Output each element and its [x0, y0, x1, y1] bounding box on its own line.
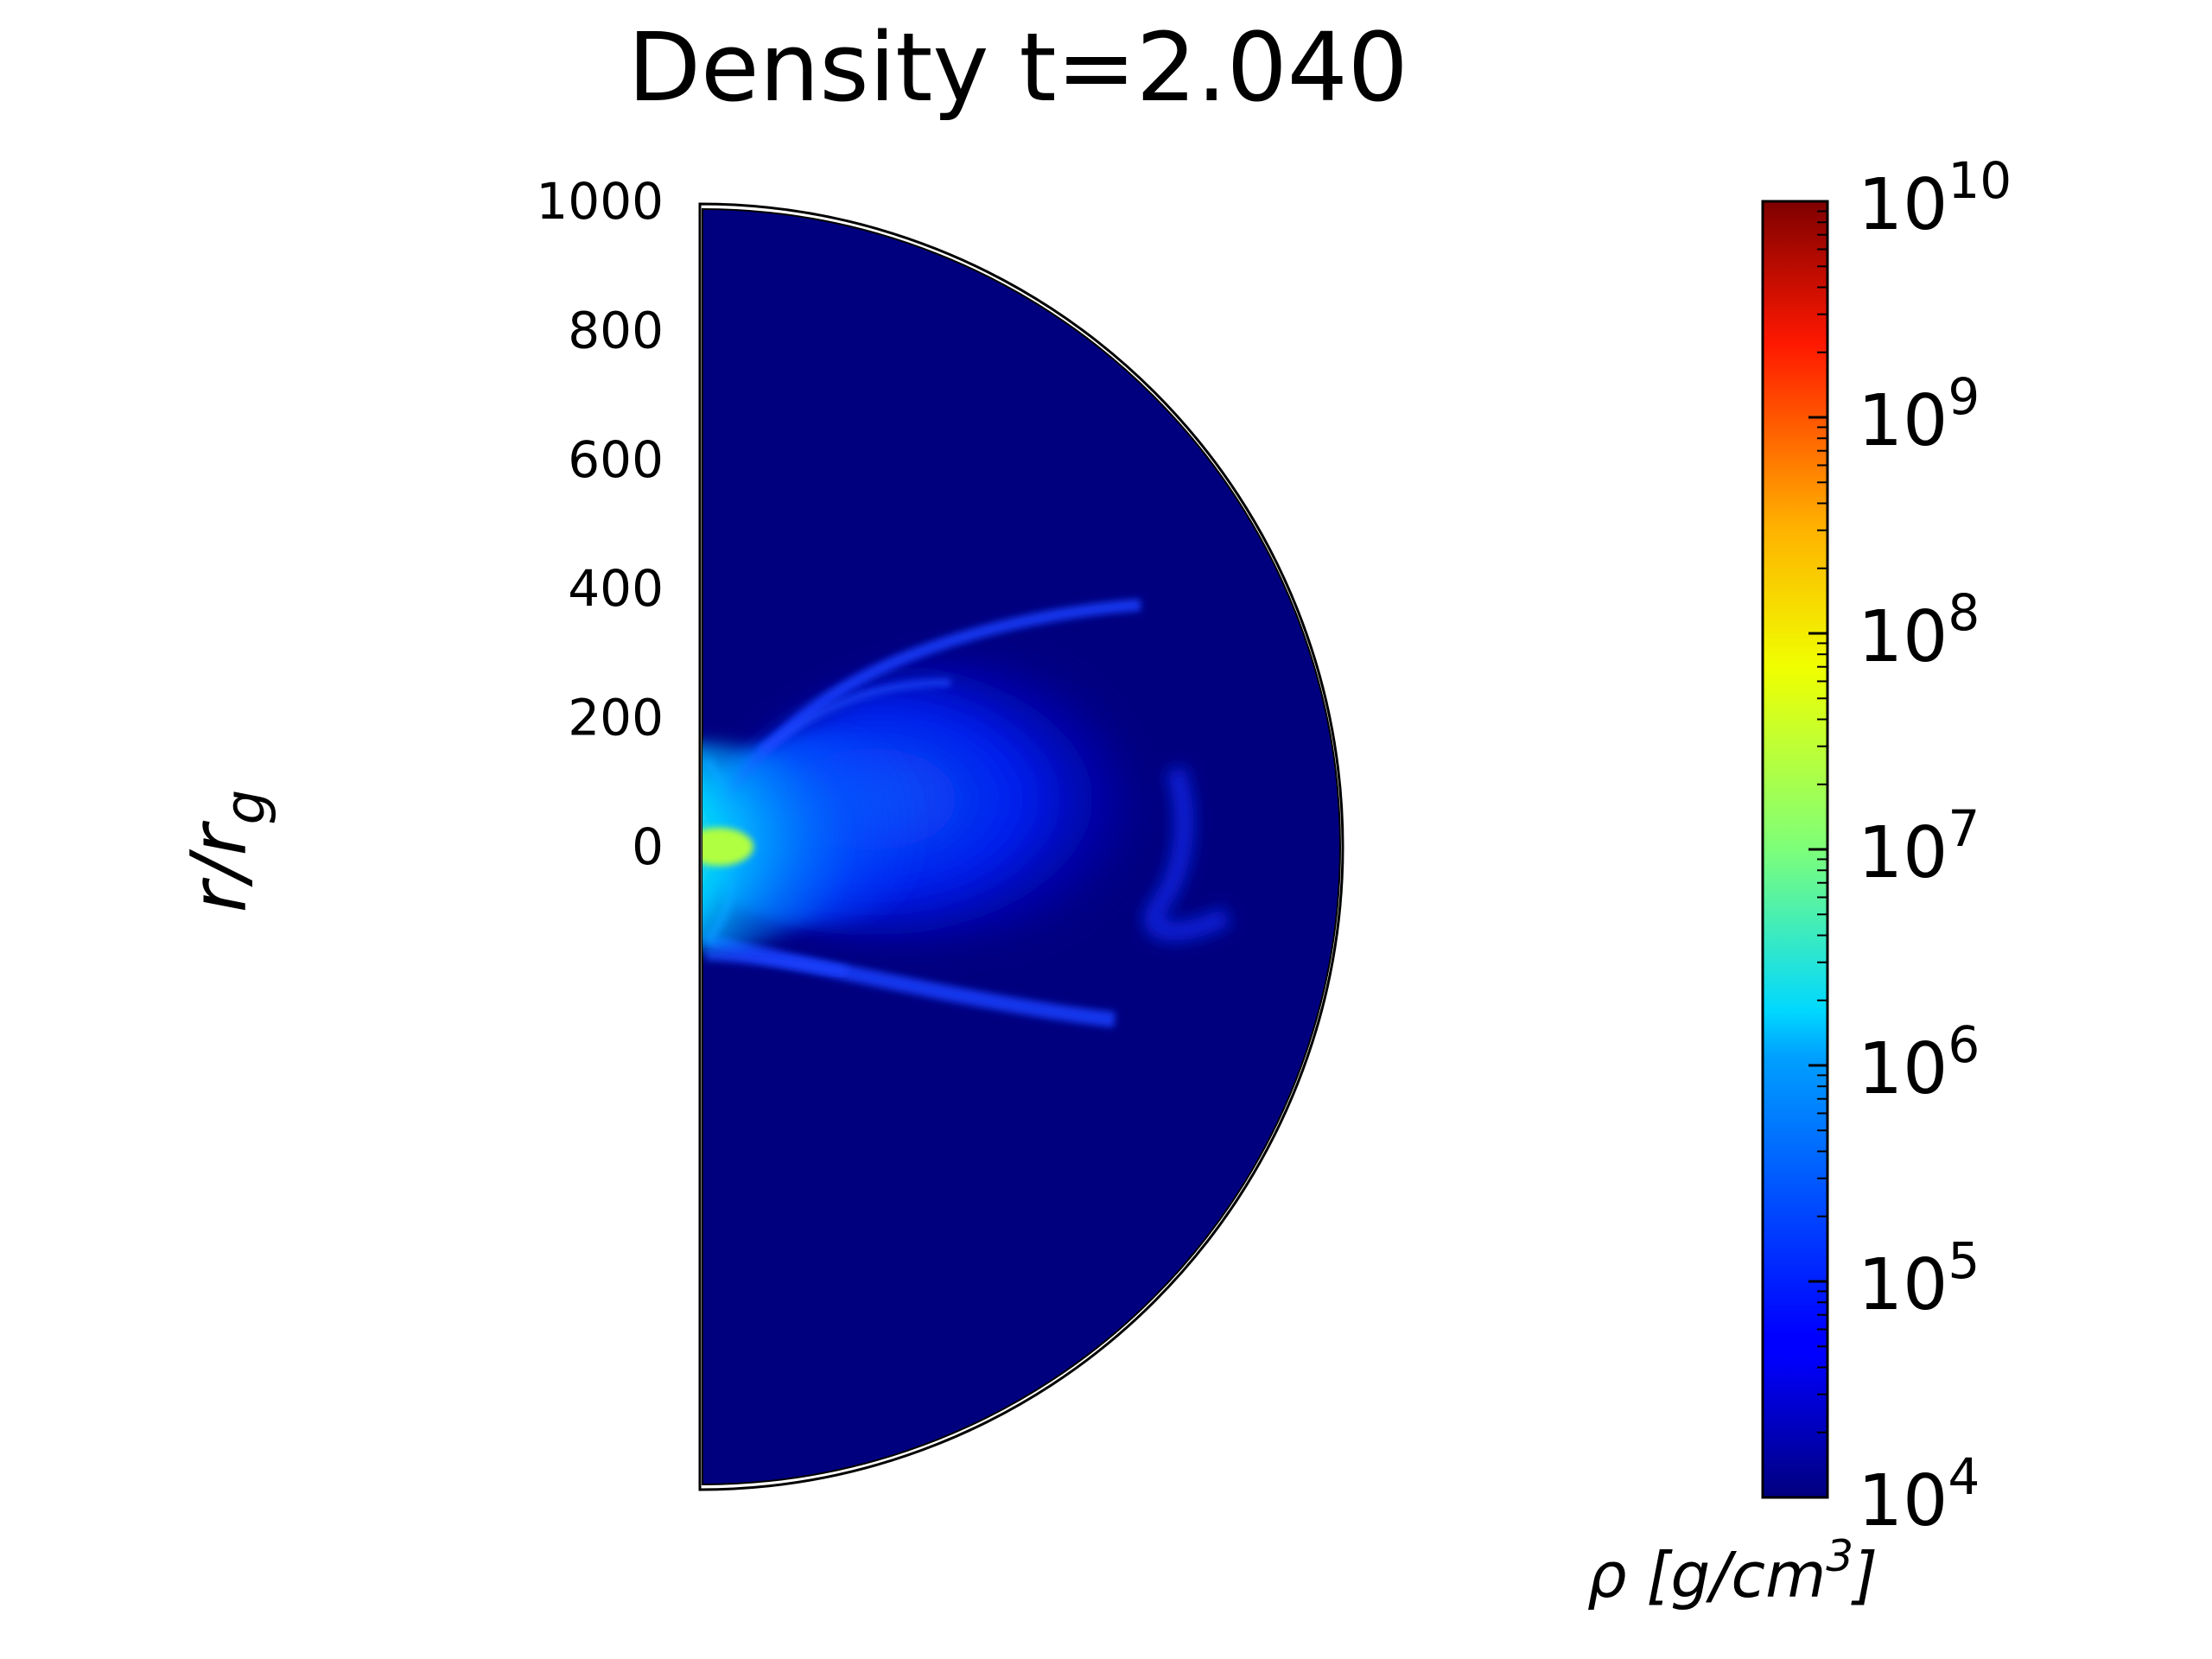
density-field: [698, 202, 1344, 1491]
y-tick-labels: 0 200 400 600 800 1000: [536, 172, 664, 876]
colorbar-label-sup: 3: [1826, 1531, 1853, 1581]
colorbar-tick-label: 106: [1858, 1015, 1980, 1110]
colorbar-tick-labels: 104 105 106 107 108 109 1010: [1858, 151, 2012, 1542]
colorbar-label: ρ [g/cm3]: [1587, 1531, 1878, 1611]
lower-shell-filament-2: [706, 950, 849, 977]
upper-shell-filament-2: [758, 678, 951, 756]
core-peak: [702, 828, 753, 866]
colorbar-label-close: ]: [1851, 1539, 1878, 1611]
y-tick-label: 0: [632, 817, 664, 876]
colorbar-label-main: ρ [g/cm: [1587, 1539, 1826, 1611]
y-axis-label: r/rg: [175, 790, 278, 913]
colorbar: 104 105 106 107 108 109 1010 ρ [g/cm3]: [1587, 151, 2012, 1611]
y-tick-label: 600: [568, 430, 664, 489]
y-tick-label: 400: [568, 559, 664, 618]
y-tick-label: 800: [568, 301, 664, 359]
chart-title: Density t=2.040: [627, 12, 1408, 123]
y-axis-label-main: r/r: [175, 820, 264, 912]
colorbar-tick-label: 107: [1858, 799, 1980, 894]
y-tick-label: 200: [568, 689, 664, 747]
colorbar-tick-label: 105: [1858, 1231, 1980, 1326]
colorbar-tick-label: 108: [1858, 583, 1980, 678]
y-axis-label-sub: g: [214, 790, 278, 825]
colorbar-ticks: [1808, 210, 1827, 1499]
y-tick-label: 1000: [536, 172, 664, 231]
colorbar-tick-label: 1010: [1858, 151, 2012, 246]
right-wisp: [1143, 766, 1231, 942]
colorbar-tick-label: 104: [1858, 1447, 1980, 1542]
colorbar-tick-label: 109: [1858, 367, 1980, 462]
